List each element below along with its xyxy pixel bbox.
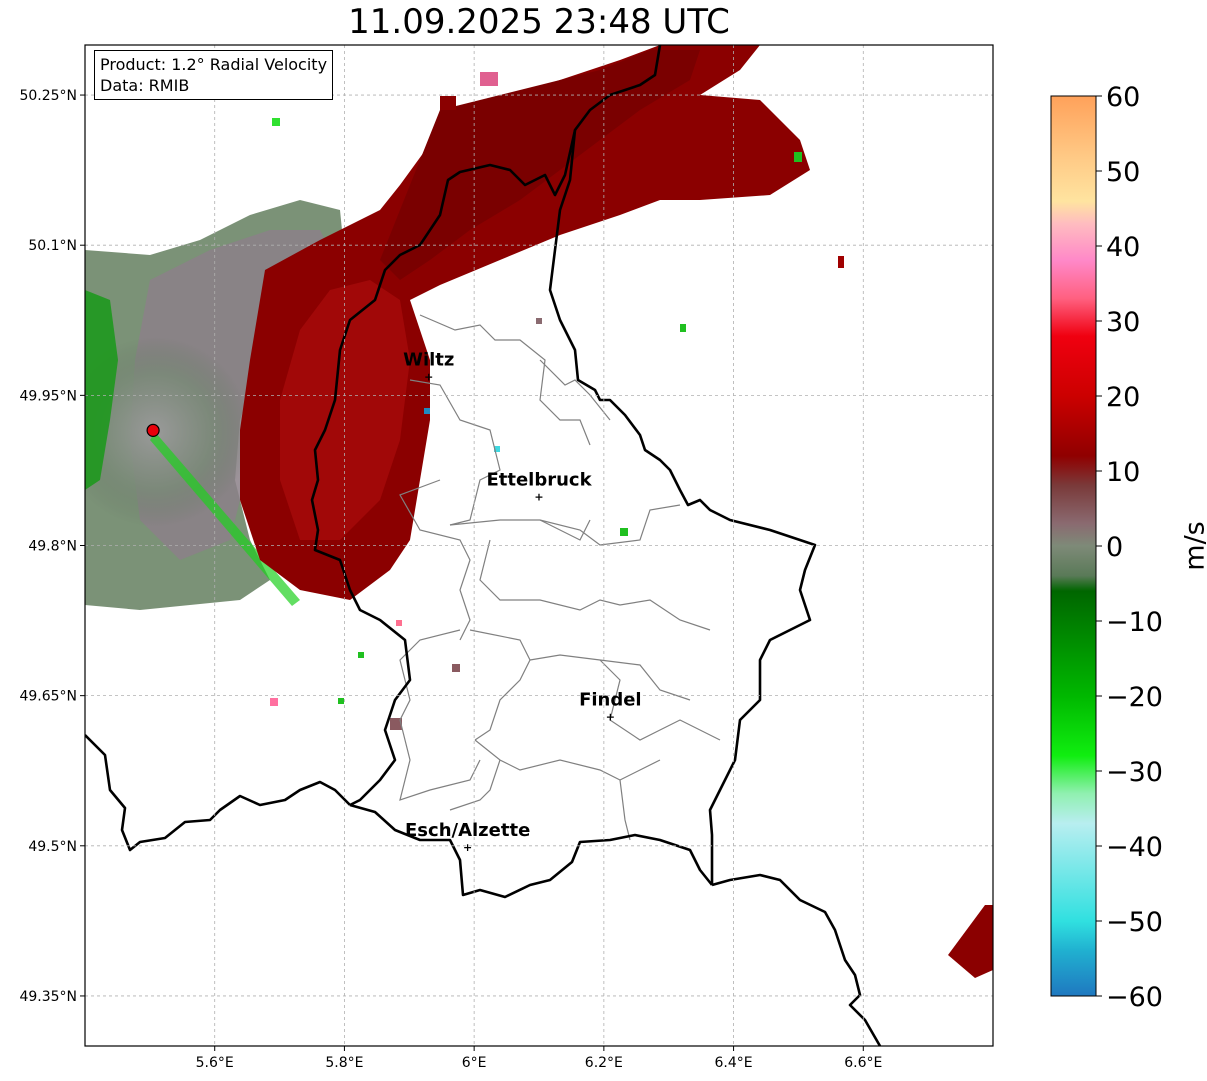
colorbar-tick-label: 60 bbox=[1106, 82, 1140, 113]
echo-dark-red-band bbox=[380, 50, 700, 280]
echo-speck bbox=[440, 96, 456, 110]
border-france-belgium bbox=[85, 734, 351, 852]
colorbar-tick-label: −10 bbox=[1106, 607, 1163, 638]
echo-speck bbox=[270, 698, 278, 706]
border-lux-belgium bbox=[310, 45, 662, 807]
echo-speck bbox=[680, 324, 686, 332]
lon-tick-label: 5.8°E bbox=[325, 1055, 363, 1071]
colorbar-tick-label: 10 bbox=[1106, 457, 1140, 488]
city-marker-icon: + bbox=[424, 370, 433, 383]
border-france-germany bbox=[711, 873, 882, 1046]
axes: 5.6°E 5.8°E 6°E 6.2°E 6.4°E 6.6°E 50.25°N 50.1°… bbox=[19, 88, 882, 1071]
echo-green-west bbox=[85, 290, 118, 490]
echo-speck bbox=[494, 446, 500, 452]
colorbar-label: m/s bbox=[1180, 521, 1207, 570]
city-marker-icon: + bbox=[606, 711, 615, 724]
city-markers: +Wiltz+Ettelbruck+Findel+Esch/Alzette bbox=[403, 349, 642, 853]
echo-speck bbox=[536, 318, 542, 324]
colorbar-tick-label: −60 bbox=[1106, 982, 1163, 1013]
lon-tick-label: 6.4°E bbox=[715, 1055, 753, 1071]
colorbar-tick-label: −40 bbox=[1106, 832, 1163, 863]
echo-speck bbox=[390, 718, 402, 730]
colorbar-tick-label: −30 bbox=[1106, 757, 1163, 788]
echo-speck bbox=[480, 72, 498, 86]
lat-tick-label: 50.25°N bbox=[19, 88, 77, 104]
product-label: Product: 1.2° Radial Velocity bbox=[100, 55, 328, 74]
city-label: Wiltz bbox=[403, 349, 454, 370]
echo-site-clutter bbox=[85, 337, 250, 527]
lon-tick-label: 6.2°E bbox=[585, 1055, 623, 1071]
border-lux-germany bbox=[548, 129, 817, 885]
lon-tick-label: 5.6°E bbox=[196, 1055, 234, 1071]
echo-green-streak bbox=[150, 432, 300, 606]
lat-tick-label: 49.5°N bbox=[28, 839, 77, 855]
radar-site-marker bbox=[146, 423, 160, 437]
city-marker-icon: + bbox=[534, 490, 543, 503]
city-label: Esch/Alzette bbox=[405, 820, 530, 841]
gridlines bbox=[85, 45, 993, 1046]
colorbar-tick-label: −20 bbox=[1106, 682, 1163, 713]
echo-speck bbox=[838, 256, 844, 268]
colorbar-tick-label: 40 bbox=[1106, 232, 1140, 263]
echo-red-core bbox=[280, 280, 410, 540]
colorbar-tick-label: 50 bbox=[1106, 157, 1140, 188]
lat-tick-label: 50.1°N bbox=[28, 238, 77, 254]
colorbar-tick-label: 20 bbox=[1106, 382, 1140, 413]
colorbar-ticks: 60 50 40 30 20 10 0 −10 −20 −30 −40 −50 −60 bbox=[1096, 82, 1163, 1013]
echo-speck bbox=[452, 664, 460, 672]
colorbar-tick-label: 0 bbox=[1106, 532, 1123, 563]
lat-tick-label: 49.8°N bbox=[28, 539, 77, 555]
colorbar-tick-label: 30 bbox=[1106, 307, 1140, 338]
colorbar-gradient bbox=[1050, 95, 1097, 997]
echo-speck bbox=[358, 652, 364, 658]
echo-speck bbox=[338, 698, 344, 704]
echo-speck bbox=[424, 408, 430, 414]
city-marker-icon: + bbox=[463, 841, 472, 854]
lon-tick-label: 6°E bbox=[462, 1055, 487, 1071]
national-borders bbox=[85, 45, 882, 1046]
lon-tick-label: 6.6°E bbox=[844, 1055, 882, 1071]
lat-tick-label: 49.65°N bbox=[19, 689, 77, 705]
echo-dark-red-southeast bbox=[948, 905, 993, 978]
lat-tick-label: 49.35°N bbox=[19, 989, 77, 1005]
lat-tick-label: 49.95°N bbox=[19, 388, 77, 404]
map-title: 11.09.2025 23:48 UTC bbox=[348, 2, 730, 42]
commune-boundaries bbox=[399, 314, 721, 841]
product-info-box: Product: 1.2° Radial Velocity Data: RMIB bbox=[94, 50, 334, 100]
echo-speck bbox=[794, 152, 802, 162]
colorbar-tick-label: −50 bbox=[1106, 907, 1163, 938]
echo-speck bbox=[272, 118, 280, 126]
echo-speck bbox=[396, 620, 402, 626]
city-label: Findel bbox=[579, 690, 642, 711]
colorbar: 60 50 40 30 20 10 0 −10 −20 −30 −40 −50 −60 m/s bbox=[1050, 82, 1207, 1013]
city-label: Ettelbruck bbox=[486, 469, 592, 490]
border-lux-france bbox=[349, 803, 714, 899]
data-source-label: Data: RMIB bbox=[100, 76, 190, 95]
echo-speck bbox=[620, 528, 628, 536]
